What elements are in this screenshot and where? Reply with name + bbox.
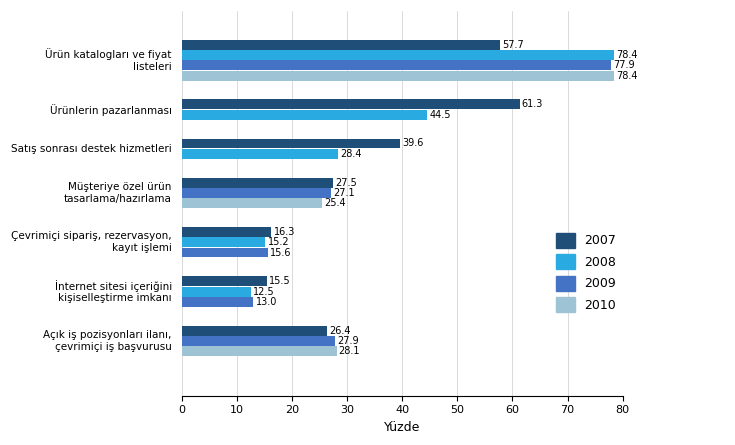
Bar [182, 336, 335, 346]
Text: 27.9: 27.9 [337, 336, 359, 346]
Bar [182, 247, 268, 258]
Text: 77.9: 77.9 [614, 61, 635, 70]
Text: 15.2: 15.2 [268, 237, 290, 247]
Text: 15.6: 15.6 [270, 247, 291, 258]
Text: 13.0: 13.0 [256, 297, 277, 307]
Text: 44.5: 44.5 [429, 110, 451, 120]
Bar [182, 198, 322, 208]
Legend: 2007, 2008, 2009, 2010: 2007, 2008, 2009, 2010 [556, 233, 617, 312]
Bar [182, 188, 331, 198]
Text: 15.5: 15.5 [269, 276, 291, 286]
Bar [182, 61, 612, 70]
Bar [182, 50, 614, 60]
Text: 57.7: 57.7 [502, 40, 524, 50]
Text: 27.1: 27.1 [333, 188, 355, 198]
Bar [182, 326, 327, 336]
Text: 39.6: 39.6 [402, 138, 423, 149]
X-axis label: Yüzde: Yüzde [384, 421, 420, 434]
Bar [182, 40, 500, 50]
Bar [182, 237, 265, 247]
Text: 28.4: 28.4 [340, 149, 362, 159]
Bar [182, 110, 427, 120]
Bar [182, 138, 400, 149]
Bar [182, 346, 337, 356]
Text: 28.1: 28.1 [339, 346, 360, 356]
Text: 27.5: 27.5 [335, 178, 357, 188]
Text: 12.5: 12.5 [253, 287, 274, 297]
Bar [182, 178, 333, 187]
Text: 78.4: 78.4 [616, 71, 638, 81]
Bar [182, 71, 614, 81]
Text: 78.4: 78.4 [616, 50, 638, 60]
Bar [182, 297, 254, 307]
Text: 25.4: 25.4 [324, 198, 345, 208]
Bar [182, 287, 251, 296]
Bar [182, 276, 267, 286]
Text: 16.3: 16.3 [273, 227, 295, 237]
Bar [182, 227, 271, 237]
Text: 26.4: 26.4 [329, 326, 351, 336]
Text: 61.3: 61.3 [522, 99, 543, 109]
Bar [182, 149, 338, 159]
Bar [182, 100, 520, 109]
